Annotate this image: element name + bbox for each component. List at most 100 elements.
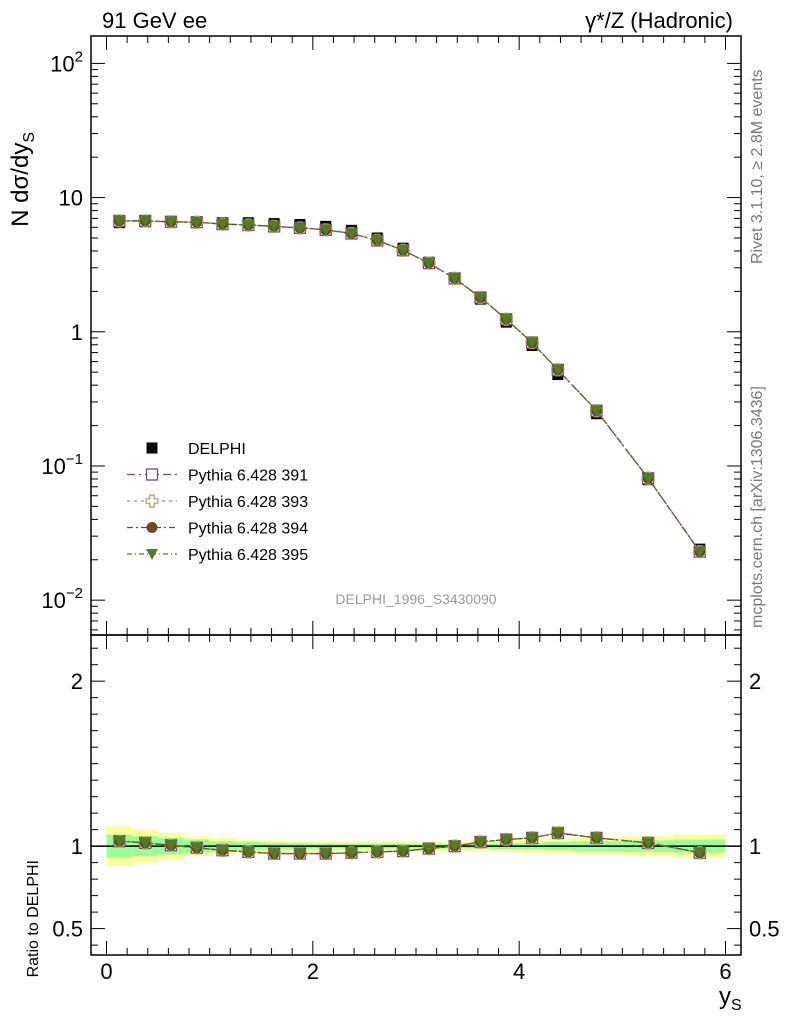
legend-entry: Pythia 6.428 395 [127,547,308,564]
series-pythia-6-428-395-point [293,222,306,234]
legend-label: Pythia 6.428 395 [188,547,308,564]
series-pythia-6-428-395-point [371,235,384,247]
legend: DELPHI Pythia 6.428 391 Pythia 6.428 393 Py… [127,441,308,564]
y-tick-label-main: 102 [50,48,83,76]
ratio-pythia-6-428-395-point [268,848,281,860]
legend-label: Pythia 6.428 391 [188,468,308,485]
x-tick-label: 0 [100,959,112,984]
legend-entry: DELPHI [146,441,246,458]
series-pythia-6-428-395-point [190,217,203,229]
analysis-watermark: DELPHI_1996_S3430090 [335,591,496,607]
y-tick-label-ratio-left: 1 [71,834,83,859]
ratio-pythia-6-428-395-point [139,837,152,849]
ratio-series [112,826,707,861]
main-series [112,214,707,559]
series-pythia-6-428-395-point [268,221,281,233]
x-axis-title-sub: S [731,997,742,1014]
y-tick-label-main: 1 [71,320,83,345]
ratio-pythia-6-428-395-point [551,827,564,839]
legend-marker [145,468,159,481]
series-pythia-6-428-395-point [139,215,152,227]
ratio-pythia-6-428-395-point [500,834,513,846]
y-axis-title-ratio: Ratio to DELPHI [25,860,42,977]
y-tick-label-base: 1 [71,320,83,345]
ratio-pythia-6-428-395-point [345,847,358,859]
y-tick-label-base: 10 [41,588,65,613]
series-pythia-6-428-395 [113,215,706,558]
legend-marker [146,442,158,454]
axis-ticks [91,36,741,955]
ratio-pythia-6-428-395-line [119,832,700,855]
series-pythia-6-428-395-point [164,216,177,228]
y-tick-label-ratio-left: 2 [71,669,83,694]
y-tick-label-exp: −1 [66,451,83,468]
legend-marker [146,522,158,533]
series-pythia-6-428-395-point [397,245,410,257]
series-pythia-6-428-395-point [345,228,358,240]
y-tick-label-main: 10−1 [41,451,83,479]
series-pythia-6-428-395-point [500,314,513,326]
legend-label: Pythia 6.428 394 [188,521,308,538]
x-tick-label: 2 [307,959,319,984]
ratio-pythia-6-428-395-point [113,836,126,848]
series-pythia-6-428-395-point [448,273,461,285]
series-pythia-6-428-395-point [693,546,706,558]
ratio-pythia-6-428-395-point [422,843,435,855]
series-pythia-6-428-395-point [113,215,126,227]
y-tick-label-exp: 2 [75,48,83,65]
rivet-label: Rivet 3.1.10, ≥ 2.8M events [749,69,766,264]
ratio-pythia-6-428-395-point [474,837,487,849]
ratio-pythia-6-428-395-point [242,846,255,858]
y-tick-label-base: 10 [50,51,74,76]
y-tick-label-base: 10 [59,186,83,211]
ratio-pythia-6-428-395-point [164,840,177,852]
main-plot-frame [90,35,742,636]
legend-marker [146,549,158,560]
ratio-pythia-6-428-395-point [190,842,203,854]
y-tick-label-ratio-right: 2 [749,669,761,694]
ratio-pythia-6-428-395-point [448,841,461,853]
legend-entry: Pythia 6.428 393 [127,494,308,511]
ratio-pythia-6-428-395-point [590,832,603,844]
ratio-pythia-6-428-395-point [371,846,384,858]
ratio-pythia-6-428-395-point [642,837,655,849]
ratio-pythia-6-428-395-point [397,846,410,858]
y-axis-title-main: N dσ/dyS [7,132,38,227]
series-pythia-6-428-395-point [242,219,255,231]
x-axis-title: yS [719,983,742,1014]
legend-marker [145,494,159,508]
title-right: γ*/Z (Hadronic) [585,8,733,33]
y-axis-title-main-sub: S [21,132,38,143]
series-pythia-6-428-395-point [474,292,487,304]
x-axis-title-text: y [719,983,731,1010]
ratio-pythia-6-428-395-point [693,847,706,859]
y-axis-title-main-text: N dσ/dy [7,143,34,227]
legend-label: DELPHI [188,441,246,458]
legend-entry: Pythia 6.428 391 [127,468,308,485]
y-tick-label-ratio-left: 0.5 [52,917,83,942]
series-pythia-6-428-395-point [526,337,539,349]
series-pythia-6-428-395-point [590,405,603,417]
y-tick-label-ratio-right: 1 [749,834,761,859]
series-pythia-6-428-395-point [551,364,564,376]
ratio-pythia-6-428-395-point [216,845,229,857]
title-left: 91 GeV ee [102,8,207,33]
y-tick-label-main: 10−2 [41,585,83,613]
legend-label: Pythia 6.428 393 [188,494,308,511]
ratio-plot-frame [90,634,742,956]
mcplots-label: mcplots.cern.ch [arXiv:1306.3436] [749,386,766,628]
series-pythia-6-428-395-point [319,224,332,236]
series-pythia-6-428-395-line [119,220,701,552]
series-pythia-6-428-395-point [422,258,435,270]
y-tick-label-ratio-right: 0.5 [749,917,780,942]
y-tick-label-main: 10 [59,186,83,211]
ratio-pythia-6-428-395-point [319,848,332,860]
y-tick-label-base: 10 [41,454,65,479]
series-pythia-6-428-395-point [642,473,655,485]
series-pythia-6-428-395-point [216,219,229,231]
x-tick-label: 4 [513,959,525,984]
x-tick-label: 6 [719,959,731,984]
ratio-pythia-6-428-395-point [526,832,539,844]
